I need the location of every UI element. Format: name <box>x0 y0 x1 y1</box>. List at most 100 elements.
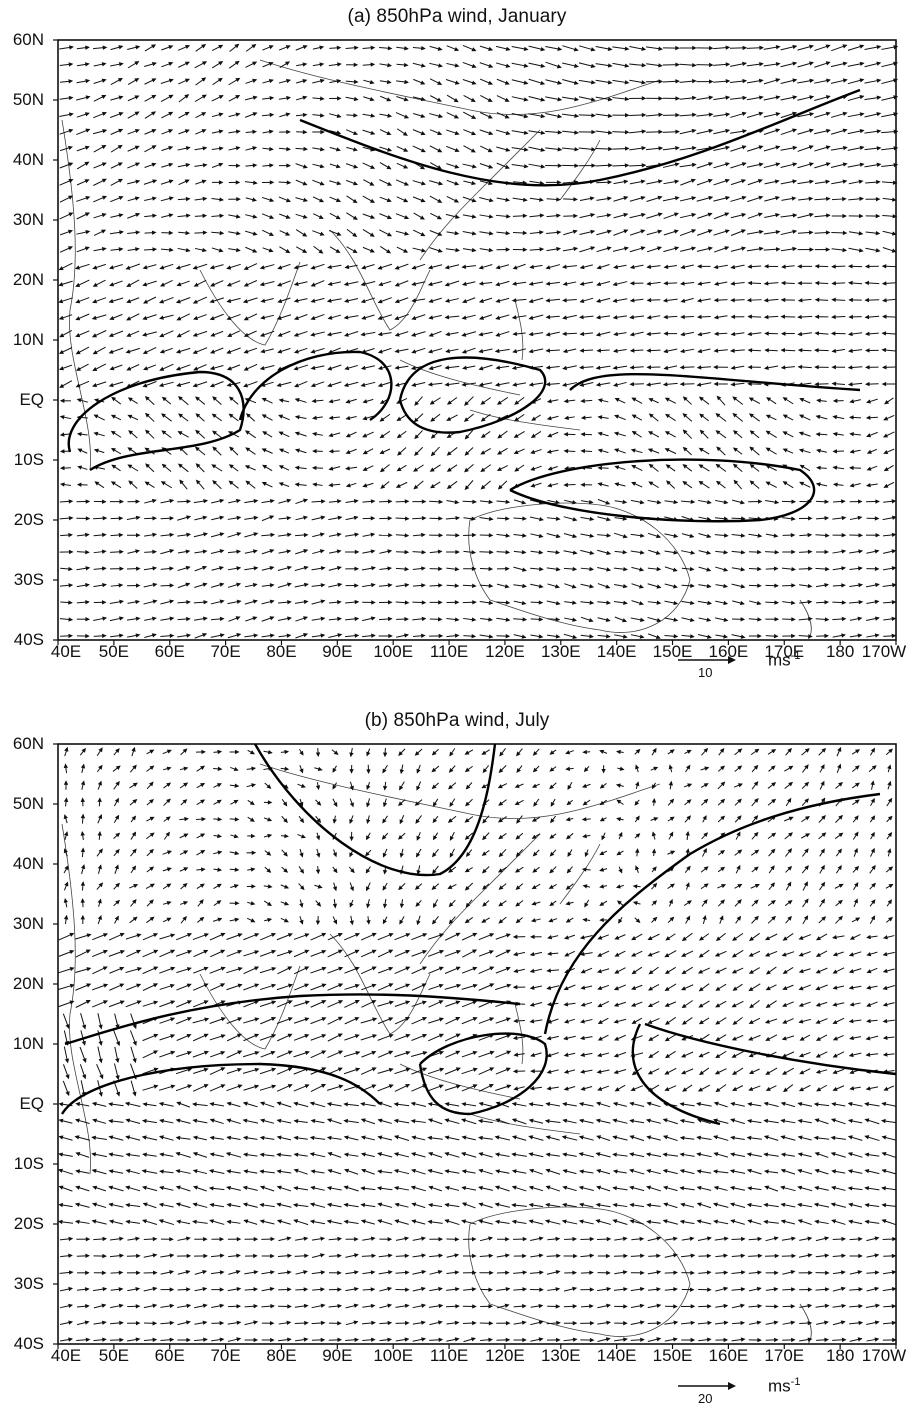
wind-vector-head <box>580 432 586 437</box>
wind-vector-head <box>616 817 622 822</box>
wind-vector-head <box>858 231 864 236</box>
contour-line <box>509 458 816 523</box>
wind-vector-head <box>855 917 861 922</box>
wind-vector-head <box>870 747 876 753</box>
wind-vector-head <box>791 633 796 639</box>
wind-vector-head <box>584 852 589 858</box>
wind-vector-head <box>455 966 461 971</box>
wind-vector-head <box>234 901 240 906</box>
wind-vector-head <box>579 365 584 370</box>
wind-vector-head <box>153 933 159 938</box>
wind-vector-head <box>75 282 81 287</box>
wind-vector-head <box>523 46 529 52</box>
wind-vector-head <box>737 899 742 904</box>
wind-vector-head <box>354 616 360 622</box>
wind-vector-head <box>480 417 486 422</box>
wind-vector-head <box>523 80 529 85</box>
wind-vector-head <box>131 865 137 871</box>
wind-vector-head <box>178 413 184 418</box>
wind-vector-head <box>513 433 519 438</box>
wind-vector-head <box>326 298 332 303</box>
wind-vector-head <box>93 398 99 403</box>
wind-vector-head <box>437 231 443 236</box>
wind-vector-head <box>471 633 477 639</box>
wind-vector-head <box>641 63 647 68</box>
wind-vector-head <box>505 600 511 605</box>
wind-vector-head <box>388 949 394 954</box>
wind-vector-head <box>572 500 577 505</box>
wind-speed-contours <box>67 88 861 523</box>
wind-vector-head <box>720 899 725 905</box>
wind-vector-head <box>606 517 612 522</box>
wind-vector-head <box>287 933 293 938</box>
wind-vector-head <box>658 129 664 135</box>
wind-vector-head <box>430 417 436 422</box>
wind-vector-head <box>832 482 838 487</box>
wind-vector-head <box>327 281 333 286</box>
wind-vector-head <box>521 550 527 555</box>
wind-vector-head <box>277 332 283 337</box>
wind-vector-head <box>59 415 65 420</box>
wind-vector-head <box>792 111 798 116</box>
wind-vector-head <box>294 415 300 420</box>
wind-vector-head <box>708 195 714 201</box>
wind-vector-head <box>85 95 91 100</box>
wind-vector-head <box>758 145 764 150</box>
wind-vector-head <box>219 582 225 587</box>
wind-vector-head <box>858 248 864 253</box>
wind-vector-head <box>253 566 259 571</box>
wind-vector-head <box>725 145 731 150</box>
wind-vector-head <box>831 264 836 269</box>
wind-vector-head <box>219 213 225 218</box>
wind-vector-head <box>76 482 82 487</box>
wind-vector-head <box>471 532 477 538</box>
wind-vector-head <box>720 781 726 787</box>
wind-vector-head <box>515 902 521 907</box>
x-tick-label: 130E <box>540 642 581 661</box>
wind-vector-head <box>530 483 536 488</box>
wind-vector-head <box>464 767 470 773</box>
wind-vector-head <box>382 852 387 858</box>
wind-vector-head <box>756 600 762 606</box>
wind-vector-head <box>742 129 748 134</box>
wind-vector-head <box>881 347 887 353</box>
wind-vector-head <box>284 766 290 772</box>
wind-vector-head <box>838 915 843 921</box>
wind-vector-head <box>505 197 511 202</box>
wind-vector-head <box>685 882 690 888</box>
wind-vector-head <box>696 382 702 387</box>
wind-vector-head <box>217 833 222 839</box>
wind-vector-head <box>202 565 208 570</box>
wind-vector-head <box>641 163 647 168</box>
wind-vector-head <box>243 383 249 388</box>
wind-vector-head <box>876 61 882 66</box>
wind-vector-head <box>545 332 551 337</box>
wind-vector-head <box>673 533 679 538</box>
wind-vector-head <box>85 549 90 555</box>
wind-vector-head <box>740 634 746 639</box>
wind-vector-head <box>362 433 368 438</box>
x-tick-label: 70E <box>210 642 241 661</box>
wind-vector-head <box>775 95 781 100</box>
wind-vector-head <box>590 47 596 52</box>
wind-vector-head <box>421 181 426 186</box>
wind-vector-head <box>590 229 596 235</box>
wind-vector-head <box>679 281 685 286</box>
wind-vector-head <box>299 868 305 874</box>
wind-vector-head <box>685 848 690 854</box>
wind-vector-head <box>546 449 552 454</box>
wind-vector-head <box>366 785 371 791</box>
wind-vector-head <box>763 281 769 286</box>
wind-vector-head <box>666 480 671 486</box>
wind-vector-head <box>302 62 308 67</box>
wind-vector-head <box>847 365 853 370</box>
wind-vector-head <box>732 412 738 418</box>
wind-vector-head <box>788 816 794 821</box>
wind-vector-head <box>75 383 81 388</box>
wind-vector-head <box>312 482 317 487</box>
wind-vector-head <box>679 348 685 354</box>
wind-vector-head <box>317 884 323 889</box>
wind-vector-head <box>144 412 150 418</box>
wind-vector-head <box>202 146 208 151</box>
wind-vector-head <box>361 265 367 270</box>
